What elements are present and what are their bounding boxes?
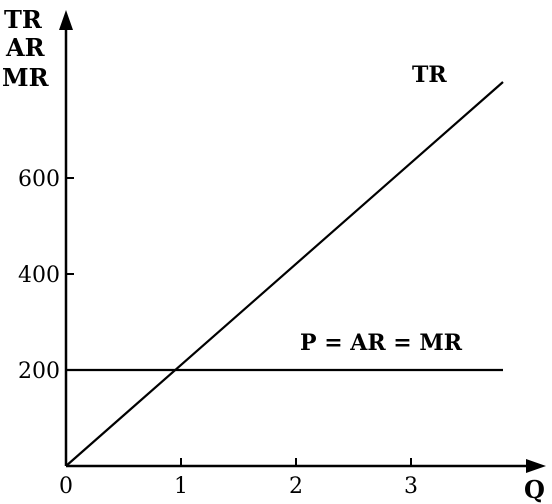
series-group — [65, 81, 504, 467]
x-axis-arrow-icon — [526, 459, 546, 473]
x-axis-title: Q — [524, 475, 545, 504]
series-label-price: P = AR = MR — [300, 330, 463, 356]
x-tick-label: 3 — [404, 474, 418, 499]
x-tick-label: 1 — [174, 474, 188, 499]
series-label-tr: TR — [412, 62, 447, 88]
y-axis-title-line: TR — [4, 5, 43, 34]
y-axis-title-line: MR — [2, 63, 50, 92]
axes — [59, 10, 546, 473]
series-line-tr — [65, 81, 504, 467]
x-tick-label: 0 — [59, 474, 73, 499]
y-axis-title-line: AR — [5, 33, 46, 62]
y-axis-title: TR AR MR — [2, 5, 50, 92]
x-tick-label: 2 — [289, 474, 303, 499]
y-tick-label: 200 — [18, 359, 60, 384]
y-tick-label: 600 — [18, 167, 60, 192]
series-labels: TR P = AR = MR — [300, 62, 463, 356]
y-axis-arrow-icon — [59, 10, 73, 30]
y-tick-label: 400 — [18, 263, 60, 288]
